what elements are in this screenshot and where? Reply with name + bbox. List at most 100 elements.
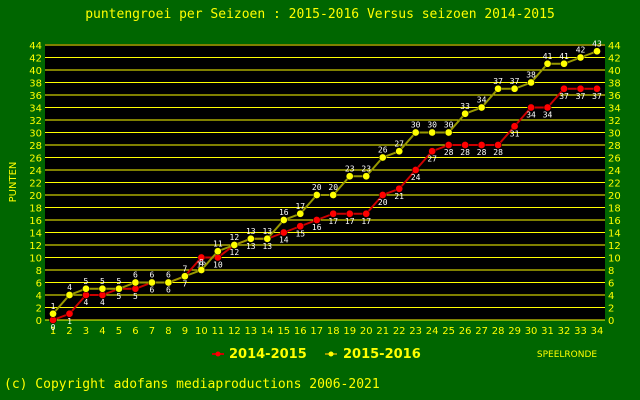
x-tick-2: 2 xyxy=(66,326,72,337)
data-point-2014-2015-32 xyxy=(560,84,568,93)
legend-marker-2014-2015 xyxy=(215,351,221,357)
x-tick-10: 10 xyxy=(195,326,208,337)
data-point-2015-2016-33 xyxy=(576,53,585,62)
data-label-2014-2015-11: 10 xyxy=(213,261,223,270)
y-tick-left-0: 0 xyxy=(36,316,42,327)
data-point-2015-2016-10 xyxy=(197,266,206,274)
data-label-2014-2015-17: 16 xyxy=(312,223,322,232)
data-point-2014-2015-33 xyxy=(576,84,585,93)
x-tick-4: 4 xyxy=(99,326,105,337)
data-point-2015-2016-7 xyxy=(148,278,156,287)
data-point-2015-2016-25 xyxy=(444,128,453,137)
data-label-2015-2016-1: 1 xyxy=(51,302,56,311)
data-point-2014-2015-27 xyxy=(477,141,486,149)
data-label-2015-2016-30: 38 xyxy=(526,71,536,80)
data-point-2015-2016-23 xyxy=(411,128,420,137)
data-label-2014-2015-20: 17 xyxy=(361,217,371,226)
x-tick-31: 31 xyxy=(541,326,554,337)
data-label-2015-2016-27: 34 xyxy=(477,96,487,105)
data-point-2014-2015-2 xyxy=(65,309,74,318)
y-tick-right-42: 42 xyxy=(608,54,621,65)
y-tick-left-18: 18 xyxy=(29,204,42,215)
y-tick-right-34: 34 xyxy=(608,104,621,115)
y-tick-left-24: 24 xyxy=(29,166,42,177)
data-label-2014-2015-9: 7 xyxy=(182,279,187,288)
y-tick-left-4: 4 xyxy=(36,291,42,302)
data-label-2014-2015-10: 10 xyxy=(197,261,207,270)
data-label-2014-2015-30: 34 xyxy=(526,111,536,120)
data-label-2015-2016-7: 6 xyxy=(149,271,154,280)
data-point-2014-2015-21 xyxy=(378,191,387,199)
y-tick-left-36: 36 xyxy=(29,91,42,102)
data-label-2015-2016-28: 37 xyxy=(493,77,503,86)
data-point-2015-2016-29 xyxy=(510,84,519,93)
x-tick-19: 19 xyxy=(343,326,356,337)
data-label-2014-2015-13: 13 xyxy=(246,242,256,251)
x-tick-11: 11 xyxy=(211,326,224,337)
data-point-2014-2015-25 xyxy=(444,141,453,149)
data-label-2014-2015-1: 0 xyxy=(51,323,56,332)
x-tick-34: 34 xyxy=(591,326,604,337)
data-label-2014-2015-22: 21 xyxy=(394,192,404,201)
data-point-2015-2016-30 xyxy=(527,78,535,87)
data-label-2014-2015-15: 14 xyxy=(279,236,289,245)
data-point-2015-2016-1 xyxy=(49,309,57,318)
data-point-2015-2016-17 xyxy=(312,191,321,199)
data-point-2015-2016-16 xyxy=(296,209,305,218)
data-label-2014-2015-25: 28 xyxy=(444,148,454,157)
data-label-2015-2016-10: 8 xyxy=(199,258,204,267)
data-point-2015-2016-18 xyxy=(329,191,338,199)
y-tick-left-32: 32 xyxy=(29,116,42,127)
data-label-2015-2016-16: 17 xyxy=(295,202,305,211)
data-point-2014-2015-31 xyxy=(543,103,552,112)
x-tick-7: 7 xyxy=(149,326,155,337)
data-point-2014-2015-22 xyxy=(395,184,404,193)
y-tick-left-12: 12 xyxy=(29,241,42,252)
y-tick-right-2: 2 xyxy=(608,304,614,315)
data-label-2015-2016-17: 20 xyxy=(312,183,322,192)
y-tick-left-42: 42 xyxy=(29,54,42,65)
y-tick-right-6: 6 xyxy=(608,279,614,290)
y-tick-right-32: 32 xyxy=(608,116,621,127)
x-tick-30: 30 xyxy=(525,326,538,337)
y-tick-right-28: 28 xyxy=(608,141,621,152)
x-tick-3: 3 xyxy=(83,326,89,337)
data-point-2014-2015-23 xyxy=(411,166,420,174)
x-tick-9: 9 xyxy=(182,326,188,337)
x-tick-16: 16 xyxy=(294,326,307,337)
data-label-2015-2016-20: 23 xyxy=(361,164,371,173)
data-label-2015-2016-13: 13 xyxy=(246,227,256,236)
data-label-2014-2015-34: 37 xyxy=(592,92,602,101)
y-tick-left-38: 38 xyxy=(29,79,42,90)
y-tick-right-12: 12 xyxy=(608,241,621,252)
data-point-2015-2016-11 xyxy=(213,247,222,256)
data-point-2015-2016-27 xyxy=(477,103,486,112)
x-tick-22: 22 xyxy=(393,326,406,337)
data-point-2015-2016-9 xyxy=(181,272,189,281)
data-point-2014-2015-29 xyxy=(510,122,519,131)
x-tick-8: 8 xyxy=(165,326,171,337)
data-label-2015-2016-25: 30 xyxy=(444,121,454,130)
y-tick-right-8: 8 xyxy=(608,266,614,277)
x-tick-12: 12 xyxy=(228,326,241,337)
y-tick-right-36: 36 xyxy=(608,91,621,102)
data-label-2015-2016-12: 12 xyxy=(230,233,240,242)
data-label-2014-2015-32: 37 xyxy=(559,92,569,101)
x-tick-27: 27 xyxy=(475,326,488,337)
x-axis-label: SPEELRONDE xyxy=(537,350,598,360)
data-label-2014-2015-8: 6 xyxy=(166,286,171,295)
data-point-2014-2015-24 xyxy=(428,147,437,156)
data-point-2015-2016-34 xyxy=(593,47,601,56)
data-point-2015-2016-2 xyxy=(65,291,74,299)
y-tick-left-10: 10 xyxy=(29,254,42,265)
y-tick-right-22: 22 xyxy=(608,179,621,190)
data-label-2014-2015-19: 17 xyxy=(345,217,355,226)
y-tick-right-0: 0 xyxy=(608,316,614,327)
data-label-2014-2015-7: 6 xyxy=(149,286,154,295)
x-tick-14: 14 xyxy=(261,326,274,337)
data-point-2015-2016-19 xyxy=(345,172,354,181)
y-tick-left-6: 6 xyxy=(36,279,42,290)
data-label-2015-2016-8: 6 xyxy=(166,271,171,280)
data-label-2014-2015-29: 31 xyxy=(510,129,520,138)
